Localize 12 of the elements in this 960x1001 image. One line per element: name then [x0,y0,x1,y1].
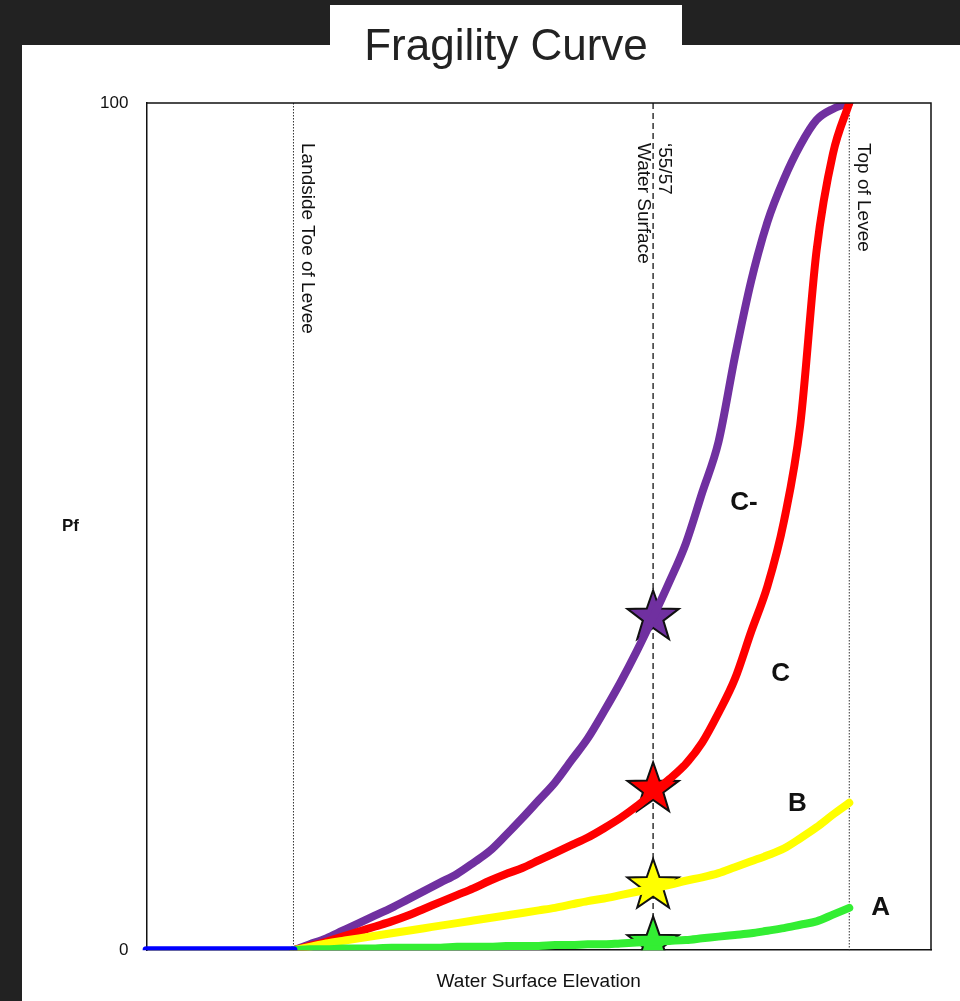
y-tick-label: 100 [99,92,129,112]
annotation: Landside Toe of Levee [298,143,320,334]
series-label: C [771,656,791,687]
series-label: A [871,891,891,922]
series-label: B [787,786,807,817]
chart-title: Fragility Curve [330,5,682,73]
annotation: ‘55/57 Water Surface [633,143,676,264]
annotation: Top of Levee [854,143,876,252]
y-axis-title: Pf [62,516,80,536]
y-tick-label: 0 [118,939,129,959]
x-axis-title: Water Surface Elevation [436,969,641,991]
series-label: C- [730,485,758,516]
